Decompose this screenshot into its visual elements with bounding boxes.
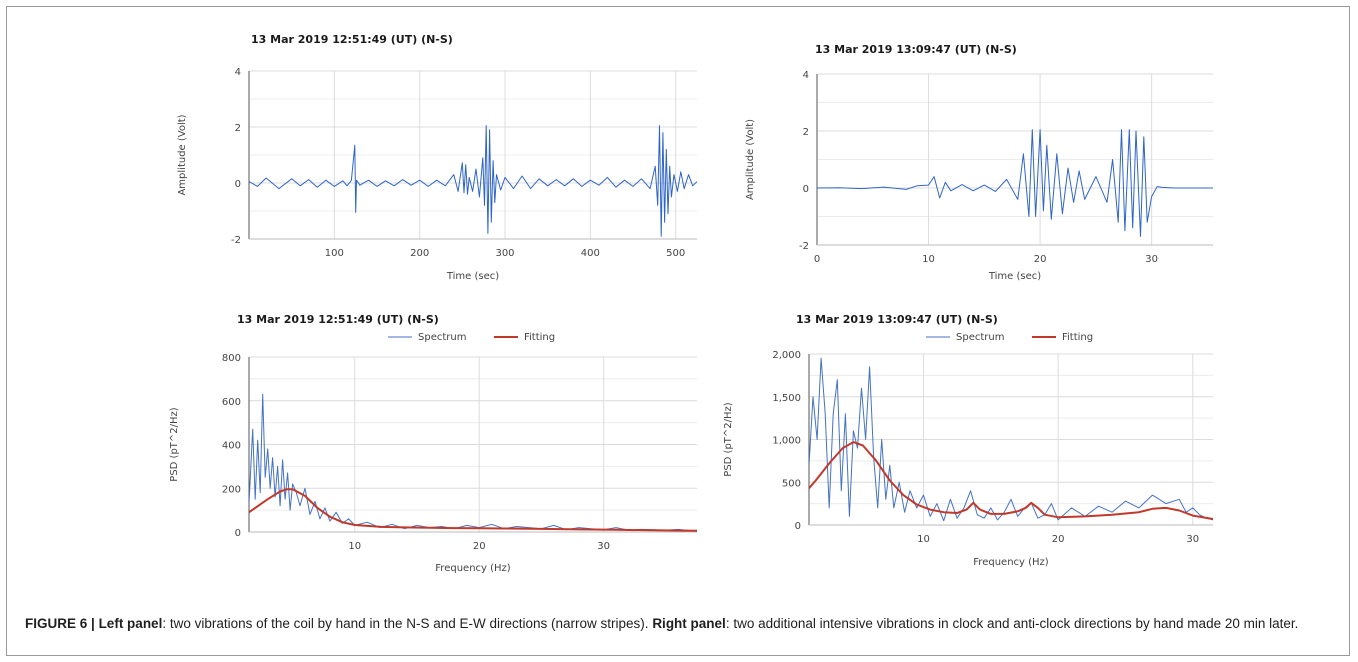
figure-caption: FIGURE 6 | Left panel: two vibrations of… — [25, 613, 1345, 634]
legend-label-spectrum: Spectrum — [418, 332, 466, 343]
x-tick-label: 200 — [410, 248, 429, 259]
y-tick-label: 4 — [803, 70, 809, 81]
y-tick-label: 1,500 — [772, 393, 801, 404]
y-tick-label: 800 — [222, 353, 241, 364]
legend-label-spectrum: Spectrum — [956, 332, 1004, 343]
y-tick-label: 500 — [782, 478, 801, 489]
x-tick-label: 20 — [1034, 254, 1047, 265]
y-tick-label: 4 — [235, 67, 241, 78]
x-tick-label: 10 — [917, 534, 930, 545]
series-line-signal — [249, 125, 697, 237]
y-axis-label: Amplitude (Volt) — [745, 119, 756, 200]
caption-right-panel-label: Right panel — [652, 616, 726, 631]
series-line-fitting — [249, 488, 697, 532]
caption-right-panel-text: : two additional intensive vibrations in… — [725, 616, 1299, 631]
chart-title: 13 Mar 2019 12:51:49 (UT) (N-S) — [251, 33, 453, 46]
series-line-spectrum — [249, 393, 697, 532]
chart-title: 13 Mar 2019 12:51:49 (UT) (N-S) — [237, 313, 439, 326]
y-tick-label: 0 — [235, 179, 241, 190]
y-tick-label: 400 — [222, 441, 241, 452]
y-tick-label: -2 — [799, 241, 809, 252]
y-axis-label: PSD (pT^2/Hz) — [169, 407, 180, 481]
series-line-spectrum — [809, 357, 1213, 522]
y-tick-label: 0 — [795, 521, 801, 532]
legend-label-fitting: Fitting — [1062, 332, 1093, 343]
x-axis-label: Time (sec) — [988, 271, 1041, 282]
x-tick-label: 300 — [495, 248, 514, 259]
series-line-signal — [817, 129, 1213, 237]
x-tick-label: 20 — [1052, 534, 1065, 545]
x-tick-label: 20 — [473, 541, 486, 552]
x-tick-label: 10 — [348, 541, 361, 552]
caption-left-panel-label: Left panel — [98, 616, 163, 631]
x-tick-label: 100 — [325, 248, 344, 259]
x-tick-label: 400 — [581, 248, 600, 259]
x-axis-label: Frequency (Hz) — [435, 563, 511, 574]
series-line-fitting — [809, 441, 1213, 520]
x-tick-label: 30 — [1186, 534, 1199, 545]
x-tick-label: 0 — [814, 254, 820, 265]
y-tick-label: 2 — [235, 123, 241, 134]
chart-bottom-right-psd: 13 Mar 2019 13:09:47 (UT) (N-S) 0 500 1,000… — [723, 313, 1213, 567]
x-axis-label: Frequency (Hz) — [973, 557, 1049, 567]
x-tick-label: 10 — [922, 254, 935, 265]
x-tick-label: 30 — [597, 541, 610, 552]
figure-frame: 13 Mar 2019 12:51:49 (UT) (N-S) -2 0 2 4 100 2… — [6, 6, 1350, 656]
y-tick-label: 200 — [222, 484, 241, 495]
y-axis-label: Amplitude (Volt) — [177, 114, 188, 195]
y-axis-label: PSD (pT^2/Hz) — [723, 402, 734, 476]
caption-figure-label: FIGURE 6 | — [25, 616, 95, 631]
y-tick-label: -2 — [231, 235, 241, 246]
chart-top-right-amplitude: 13 Mar 2019 13:09:47 (UT) (N-S) -2 0 2 4 0 10 2… — [745, 43, 1213, 282]
chart-bottom-left-psd: 13 Mar 2019 12:51:49 (UT) (N-S) 0 200 400 60… — [169, 313, 697, 574]
y-tick-label: 600 — [222, 397, 241, 408]
chart-title: 13 Mar 2019 13:09:47 (UT) (N-S) — [815, 43, 1017, 56]
y-tick-label: 0 — [803, 184, 809, 195]
x-axis-label: Time (sec) — [446, 271, 499, 282]
y-tick-label: 2,000 — [772, 350, 801, 361]
chart-title: 13 Mar 2019 13:09:47 (UT) (N-S) — [796, 313, 998, 326]
y-tick-label: 1,000 — [772, 436, 801, 447]
y-tick-label: 2 — [803, 127, 809, 138]
caption-left-panel-text: : two vibrations of the coil by hand in … — [162, 616, 649, 631]
x-tick-label: 30 — [1145, 254, 1158, 265]
chart-top-left-amplitude: 13 Mar 2019 12:51:49 (UT) (N-S) -2 0 2 4 100 2… — [177, 33, 697, 282]
y-tick-label: 0 — [235, 528, 241, 539]
legend-label-fitting: Fitting — [524, 332, 555, 343]
x-tick-label: 500 — [666, 248, 685, 259]
